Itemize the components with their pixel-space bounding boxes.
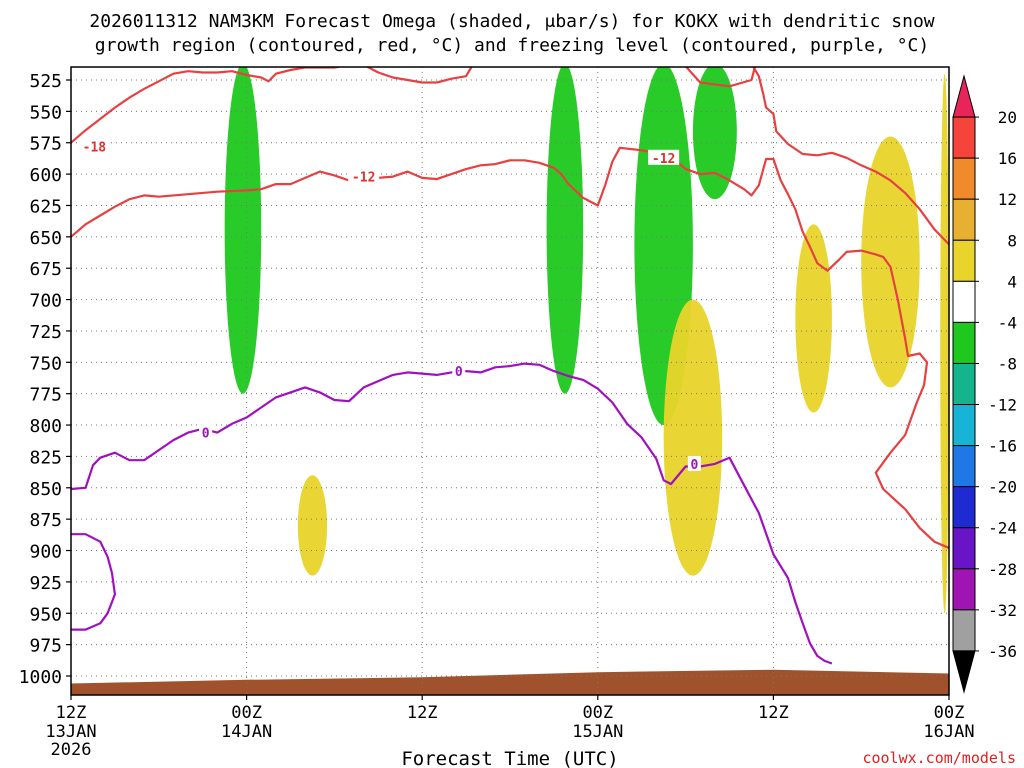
colorbar-label-8: -16 [988, 437, 1017, 456]
colorbar-label-11: -28 [988, 560, 1017, 579]
colorbar-label-7: -12 [988, 396, 1017, 415]
colorbar-swatch-0 [952, 74, 976, 118]
contour-series-1 [71, 67, 473, 144]
colorbar-swatch-1 [952, 116, 976, 159]
omega-region-3 [692, 67, 737, 200]
x-tick-label-4: 12Z [758, 703, 789, 723]
contour-label-3: 0 [455, 365, 463, 380]
colorbar-label-6: -8 [998, 354, 1017, 373]
contour-label-bg-0 [78, 138, 110, 154]
contour-label-0: -18 [83, 141, 107, 156]
contour-label-2: -12 [652, 152, 675, 167]
contour-series-4 [71, 362, 833, 665]
omega-region-4 [663, 299, 723, 576]
x-tick-label-2: 12Z [407, 703, 438, 723]
colorbar-swatch-14 [952, 650, 976, 694]
contour-label-5: 0 [690, 458, 698, 473]
colorbar-label-4: 4 [1007, 272, 1017, 291]
colorbar-swatch-7 [952, 362, 976, 406]
colorbar-swatch-12 [952, 568, 976, 611]
contour-label-bg-4 [199, 424, 213, 440]
omega-region-0 [224, 67, 262, 394]
y-tick-label-18: 975 [29, 636, 62, 657]
x-tick-date-0: 13JAN [45, 722, 96, 742]
y-tick-label-17: 950 [29, 604, 62, 625]
y-tick-label-14: 875 [29, 510, 62, 531]
terrain-fill [71, 669, 949, 695]
colorbar: 20 16 12 8 4 -4 -8 -12 -16 -20 -24 -28 -32 -36 [952, 74, 1017, 694]
contour-label-4: 0 [202, 427, 210, 442]
contour-lines [71, 67, 949, 665]
y-tick-label-9: 750 [29, 353, 62, 374]
y-tick-label-16: 925 [29, 573, 62, 594]
contour-label-1: -12 [352, 171, 375, 186]
x-axis-label: Forecast Time (UTC) [401, 748, 618, 768]
x-tick-label-1: 00Z [231, 703, 262, 723]
contour-series-2 [752, 67, 949, 246]
colorbar-swatch-9 [952, 445, 976, 488]
x-tick-date-1: 14JAN [221, 722, 272, 742]
colorbar-swatch-8 [952, 404, 976, 447]
colorbar-swatch-11 [952, 527, 976, 570]
chart-title-line1: 2026011312 NAM3KM Forecast Omega (shaded… [89, 11, 934, 32]
colorbar-swatch-10 [952, 486, 976, 529]
colorbar-label-10: -24 [988, 519, 1017, 538]
colorbar-swatch-6 [952, 321, 976, 364]
omega-region-5 [795, 224, 832, 413]
y-tick-label-4: 625 [29, 196, 62, 217]
contour-label-bg-2 [648, 149, 680, 165]
contour-label-bg-3 [452, 363, 466, 379]
colorbar-label-1: 16 [998, 149, 1017, 168]
y-tick-label-7: 700 [29, 291, 62, 312]
colorbar-label-2: 12 [998, 190, 1017, 209]
x-tick-label-0: 12Z [56, 703, 87, 723]
y-tick-label-11: 800 [29, 416, 62, 437]
x-tick-label-5: 00Z [934, 703, 965, 723]
y-tick-label-0: 525 [29, 71, 62, 92]
y-tick-label-19: 1000 [19, 667, 62, 688]
x-tick-date-5: 16JAN [923, 722, 974, 742]
colorbar-swatch-2 [952, 157, 976, 200]
omega-region-8 [940, 73, 949, 614]
y-tick-label-1: 550 [29, 102, 62, 123]
colorbar-label-9: -20 [988, 478, 1017, 497]
contour-series-5 [71, 533, 117, 631]
colorbar-swatch-3 [952, 198, 976, 241]
terrain-layer [71, 669, 949, 695]
y-tick-label-2: 575 [29, 134, 62, 155]
y-axis: 525 550 575 600 625 650 675 700 725 750 775 800 825 8… [19, 71, 71, 688]
x-tick-year-0: 2026 [51, 740, 92, 760]
y-tick-label-6: 675 [29, 259, 62, 280]
y-tick-label-15: 900 [29, 542, 62, 563]
x-tick-date-3: 15JAN [572, 722, 623, 742]
contour-labels: -18 -12 -12 0 0 0 [78, 138, 701, 473]
omega-region-6 [861, 136, 920, 388]
colorbar-label-5: -4 [998, 313, 1017, 332]
colorbar-swatch-13 [952, 609, 976, 652]
y-tick-label-5: 650 [29, 228, 62, 249]
contour-label-bg-5 [687, 455, 701, 471]
colorbar-swatch-5 [952, 280, 976, 323]
chart-title-line2: growth region (contoured, red, °C) and f… [95, 35, 929, 56]
y-tick-label-3: 600 [29, 165, 62, 186]
colorbar-swatch-4 [952, 239, 976, 282]
x-tick-label-3: 00Z [582, 703, 613, 723]
omega-region-1 [546, 67, 584, 394]
y-tick-label-8: 725 [29, 322, 62, 343]
omega-shading-layer [224, 67, 949, 614]
colorbar-label-0: 20 [998, 108, 1017, 127]
y-tick-label-12: 825 [29, 447, 62, 468]
y-tick-label-13: 850 [29, 479, 62, 500]
plot-area-frame [70, 66, 950, 696]
colorbar-label-13: -36 [988, 642, 1017, 661]
y-tick-label-10: 775 [29, 385, 62, 406]
omega-region-7 [297, 475, 328, 576]
colorbar-label-12: -32 [988, 601, 1017, 620]
credit-text: coolwx.com/models [862, 749, 1016, 767]
contour-series-3 [684, 67, 757, 88]
contour-label-bg-1 [348, 168, 380, 184]
colorbar-label-3: 8 [1007, 231, 1017, 250]
